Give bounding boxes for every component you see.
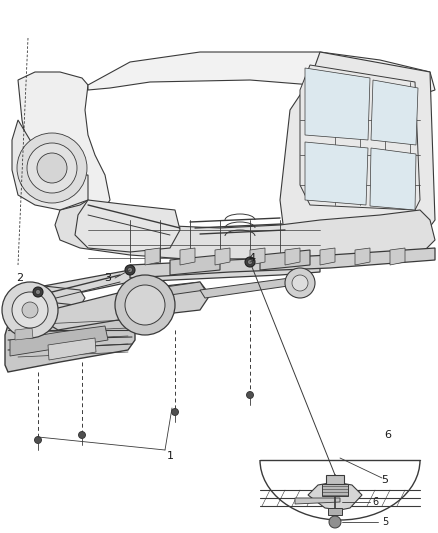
Polygon shape <box>200 278 295 298</box>
Polygon shape <box>5 308 135 372</box>
Polygon shape <box>12 120 88 210</box>
Polygon shape <box>18 72 110 220</box>
Circle shape <box>172 408 179 416</box>
Circle shape <box>37 153 67 183</box>
Polygon shape <box>308 482 362 510</box>
Polygon shape <box>130 282 205 300</box>
Polygon shape <box>285 248 300 265</box>
Polygon shape <box>45 282 210 330</box>
Polygon shape <box>10 326 108 356</box>
Circle shape <box>125 285 165 325</box>
Polygon shape <box>300 65 420 210</box>
Polygon shape <box>15 328 33 340</box>
Circle shape <box>115 275 175 335</box>
Polygon shape <box>280 52 435 250</box>
Polygon shape <box>322 484 348 496</box>
Circle shape <box>247 392 254 399</box>
Circle shape <box>329 516 341 528</box>
Circle shape <box>285 268 315 298</box>
Polygon shape <box>328 508 342 515</box>
Polygon shape <box>326 475 344 484</box>
Polygon shape <box>15 300 80 325</box>
Circle shape <box>35 289 40 295</box>
Circle shape <box>12 292 48 328</box>
Polygon shape <box>75 200 180 252</box>
Polygon shape <box>295 498 340 504</box>
Polygon shape <box>145 248 160 265</box>
Circle shape <box>22 302 38 318</box>
Polygon shape <box>390 248 405 265</box>
Text: 2: 2 <box>17 273 24 283</box>
Circle shape <box>17 133 87 203</box>
Circle shape <box>27 143 77 193</box>
Polygon shape <box>305 142 368 205</box>
Text: 5: 5 <box>382 517 388 527</box>
Polygon shape <box>260 250 310 270</box>
Polygon shape <box>130 248 435 278</box>
Polygon shape <box>55 200 435 262</box>
Circle shape <box>35 437 42 443</box>
Circle shape <box>292 275 308 291</box>
Circle shape <box>127 268 133 272</box>
Text: 5: 5 <box>381 475 389 485</box>
Circle shape <box>245 257 255 267</box>
Circle shape <box>78 432 85 439</box>
Polygon shape <box>22 285 85 308</box>
Circle shape <box>2 282 58 338</box>
Polygon shape <box>22 260 320 305</box>
Polygon shape <box>320 248 335 265</box>
Polygon shape <box>355 248 370 265</box>
Polygon shape <box>305 68 370 140</box>
Polygon shape <box>180 248 195 265</box>
Polygon shape <box>215 248 230 265</box>
Polygon shape <box>48 338 96 360</box>
Polygon shape <box>371 80 418 145</box>
Circle shape <box>33 287 43 297</box>
Polygon shape <box>370 148 416 210</box>
Text: 6: 6 <box>372 497 378 507</box>
Text: 3: 3 <box>105 273 112 283</box>
Polygon shape <box>88 52 435 95</box>
Circle shape <box>247 260 252 264</box>
Polygon shape <box>170 255 220 275</box>
Polygon shape <box>250 248 265 265</box>
Text: 1: 1 <box>166 451 173 461</box>
Text: 6: 6 <box>385 430 392 440</box>
Circle shape <box>125 265 135 275</box>
Text: 4: 4 <box>248 253 255 263</box>
